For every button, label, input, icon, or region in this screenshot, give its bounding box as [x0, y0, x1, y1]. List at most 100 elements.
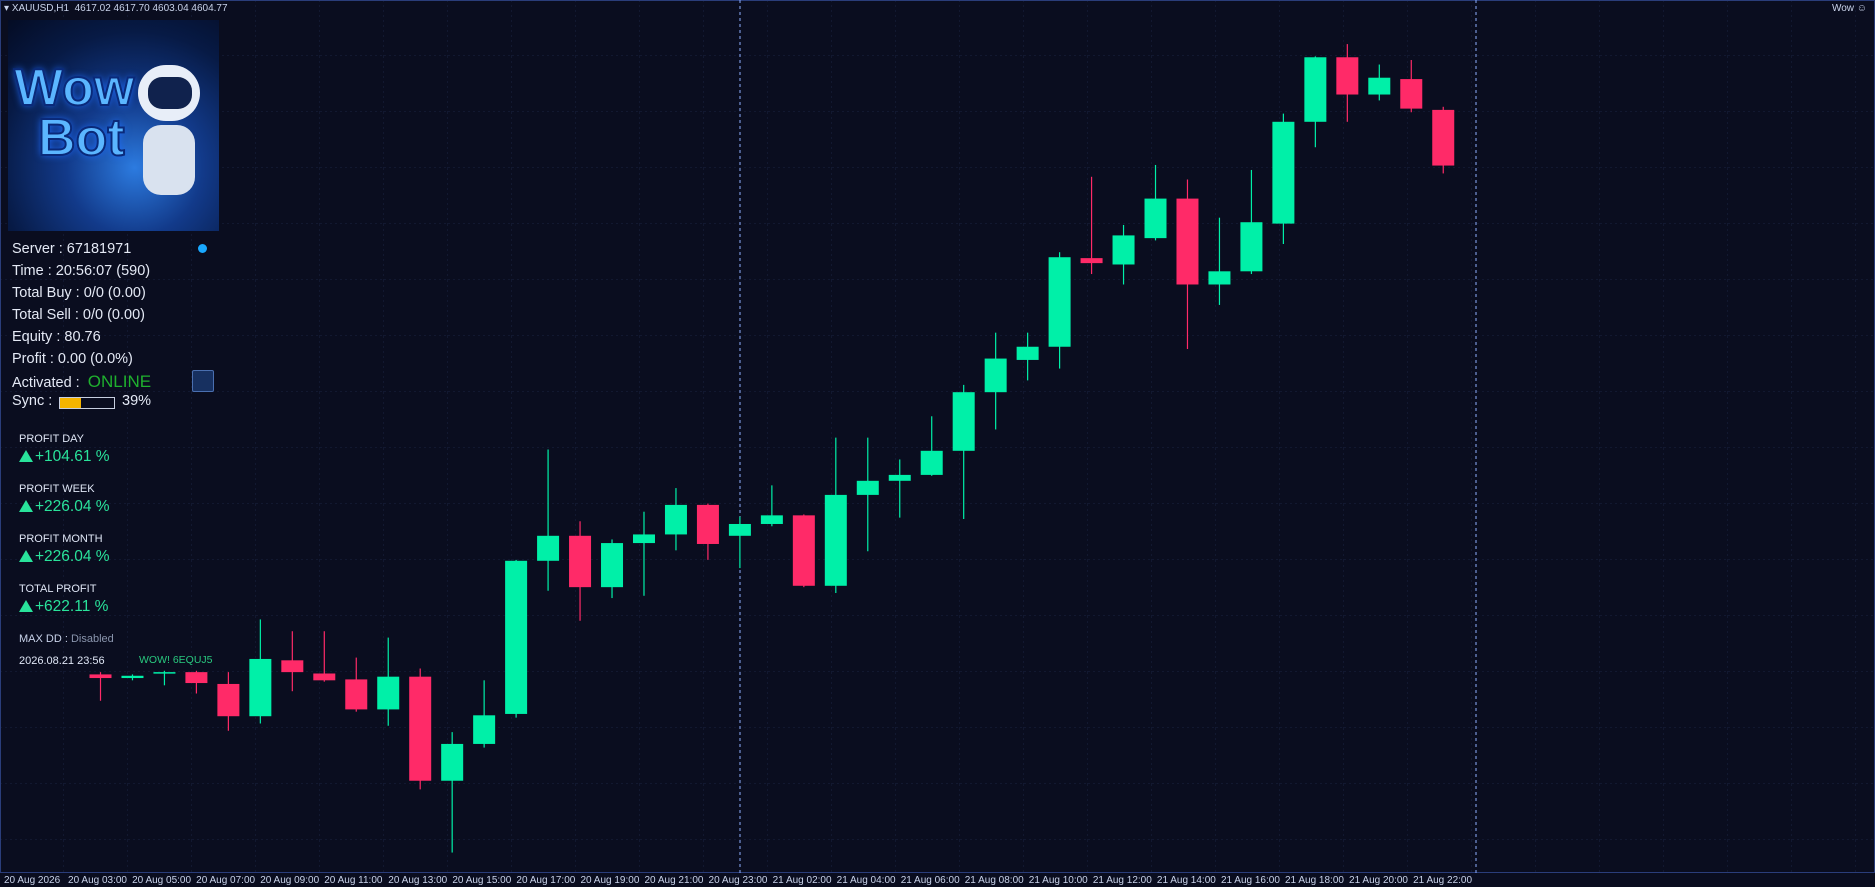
candle-body — [1336, 57, 1359, 95]
sync-fill — [60, 398, 82, 408]
candle-body — [824, 494, 847, 586]
x-tick-label: 21 Aug 18:00 — [1285, 875, 1344, 886]
x-tick-label: 21 Aug 06:00 — [900, 875, 960, 886]
label: Activated : — [12, 375, 80, 391]
activated-row: Activated : ONLINE — [12, 372, 151, 392]
candle-body — [537, 535, 560, 561]
x-tick-label: 20 Aug 23:00 — [708, 875, 768, 886]
candle-body — [792, 515, 815, 586]
code: WOW! 6EQUJ5 — [139, 654, 213, 666]
candle-body — [1176, 198, 1199, 285]
sync-value: 39% — [122, 393, 152, 409]
candle-body — [632, 534, 655, 544]
candle-body — [1432, 109, 1455, 166]
candle-body — [409, 676, 432, 781]
candle-body — [601, 543, 624, 588]
info-line: Equity : 80.76 — [12, 329, 101, 345]
candle-body — [1304, 57, 1327, 122]
candle-body — [664, 504, 687, 535]
x-tick-label: 20 Aug 21:00 — [644, 875, 704, 886]
info-line: Total Sell : 0/0 (0.00) — [12, 307, 145, 323]
value: +104.61 % — [35, 448, 110, 465]
value: +622.11 % — [35, 598, 109, 615]
stat-value: +104.61 % — [19, 448, 110, 466]
timestamp: 2026.08.21 23:56 — [19, 655, 105, 667]
x-tick-label: 21 Aug 04:00 — [836, 875, 896, 886]
up-arrow — [19, 500, 33, 512]
candle-body — [888, 474, 911, 481]
status-dot — [198, 244, 207, 253]
candle-body — [377, 676, 400, 710]
stat-label: PROFIT DAY — [19, 433, 84, 445]
x-tick-label: 21 Aug 02:00 — [772, 875, 832, 886]
candle-body — [1144, 198, 1167, 239]
stat-value: +226.04 % — [19, 498, 110, 516]
label: MAX DD : — [19, 633, 68, 645]
candle-body — [1272, 121, 1295, 224]
candle-body — [920, 450, 943, 475]
x-tick-label: 20 Aug 15:00 — [452, 875, 512, 886]
candle-body — [185, 672, 208, 684]
candle-body — [1016, 346, 1039, 360]
info-line: Time : 20:56:07 (590) — [12, 263, 151, 279]
candle-body — [1240, 222, 1263, 272]
candles — [89, 44, 1455, 853]
candle-body — [856, 480, 879, 495]
stat-label: PROFIT MONTH — [19, 533, 103, 545]
ohlc: 4617.02 4617.70 4603.04 4604.77 — [74, 3, 228, 14]
candle-body — [1080, 258, 1103, 264]
x-tick-label: 20 Aug 05:00 — [132, 875, 192, 886]
candle-body — [1208, 271, 1231, 285]
candle-body — [760, 515, 783, 524]
label: Sync : — [12, 393, 53, 409]
robot-body — [143, 125, 195, 195]
candle-body — [153, 672, 176, 674]
value: +226.04 % — [35, 548, 110, 565]
x-tick-label: 20 Aug 19:00 — [580, 875, 640, 886]
info-line: Total Buy : 0/0 (0.00) — [12, 285, 146, 301]
value: +226.04 % — [35, 498, 110, 515]
x-tick-label: 21 Aug 16:00 — [1220, 875, 1280, 886]
x-tick-label: 21 Aug 08:00 — [964, 875, 1024, 886]
globe-button[interactable] — [192, 370, 214, 392]
candle-body — [984, 358, 1007, 393]
candle-body — [728, 523, 751, 536]
up-arrow — [19, 550, 33, 562]
logo-text: Bot — [37, 108, 126, 168]
symbol-header: ▾ XAUUSD,H1 4617.02 4617.70 4603.04 4604… — [4, 3, 228, 14]
candle-body — [1368, 77, 1391, 95]
candle-body — [473, 715, 496, 744]
x-tick-label: 20 Aug 17:00 — [516, 875, 576, 886]
candle-body — [281, 660, 304, 673]
x-tick-label: 20 Aug 09:00 — [260, 875, 320, 886]
indicator-name: Wow ☺ — [1831, 3, 1867, 14]
x-tick-label: 20 Aug 11:00 — [324, 875, 383, 886]
candle-body — [313, 673, 336, 681]
x-tick-label: 21 Aug 14:00 — [1156, 875, 1216, 886]
stat-value: +226.04 % — [19, 548, 110, 566]
candle-body — [696, 504, 719, 544]
info-line: Server : 67181971 — [12, 241, 132, 257]
stat-label: PROFIT WEEK — [19, 483, 95, 495]
indicator: Wow — [1831, 3, 1854, 14]
logo-text: Wow — [13, 58, 135, 118]
candle-body — [345, 679, 368, 710]
candle-body — [1048, 257, 1071, 347]
candle-body — [1400, 79, 1423, 109]
candle-body — [121, 675, 144, 679]
x-tick-label: 21 Aug 12:00 — [1092, 875, 1152, 886]
candle-body — [441, 743, 464, 781]
value: Disabled — [70, 633, 114, 645]
info-line: Profit : 0.00 (0.0%) — [12, 351, 133, 367]
sync-bar — [59, 397, 115, 409]
candle-body — [217, 683, 240, 717]
up-arrow — [19, 450, 33, 462]
x-tick-label: 20 Aug 07:00 — [196, 875, 256, 886]
up-arrow — [19, 600, 33, 612]
robot-face — [148, 77, 192, 109]
max-dd: MAX DD : Disabled — [19, 633, 114, 645]
candle-body — [505, 560, 528, 714]
